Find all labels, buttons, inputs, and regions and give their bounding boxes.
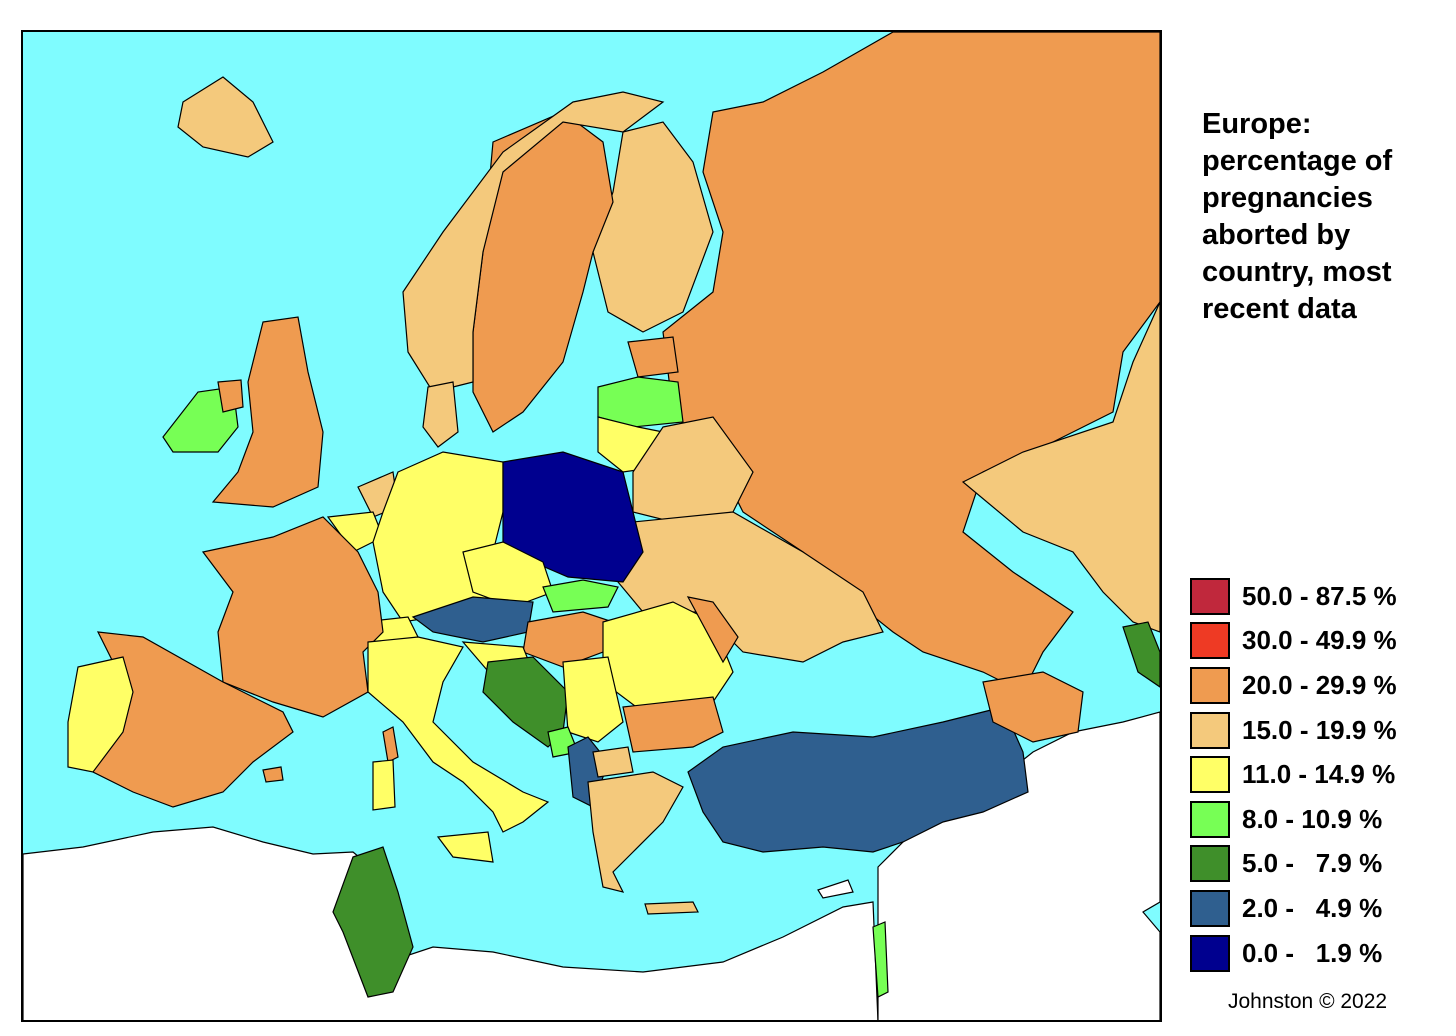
legend-swatch	[1190, 934, 1230, 972]
cyprus	[817, 879, 854, 899]
legend-swatch	[1190, 756, 1230, 794]
latvia	[597, 376, 684, 428]
legend-item: 8.0 - 10.9 %	[1190, 797, 1440, 842]
estonia	[627, 336, 679, 378]
georgia-armenia-azerbaijan	[982, 671, 1084, 743]
legend-item: 11.0 - 14.9 %	[1190, 752, 1440, 797]
tunisia	[332, 846, 414, 998]
legend-swatch	[1190, 711, 1230, 749]
legend-swatch	[1190, 845, 1230, 883]
israel	[872, 921, 889, 998]
north-macedonia	[592, 746, 634, 778]
legend-label: 5.0 - 7.9 %	[1242, 848, 1383, 879]
legend-swatch	[1190, 800, 1230, 838]
legend-item: 15.0 - 19.9 %	[1190, 708, 1440, 753]
title-line: Europe:	[1202, 108, 1312, 140]
legend-item: 50.0 - 87.5 %	[1190, 574, 1440, 619]
france	[201, 516, 384, 718]
credit: Johnston © 2022	[1228, 990, 1388, 1013]
legend-item: 2.0 - 4.9 %	[1190, 886, 1440, 931]
sweden	[472, 111, 614, 433]
legend-label: 15.0 - 19.9 %	[1242, 714, 1397, 745]
portugal	[67, 656, 134, 773]
title-line: percentage of	[1202, 145, 1393, 177]
legend-label: 50.0 - 87.5 %	[1242, 580, 1397, 611]
north-africa-land	[23, 826, 879, 1020]
map-svg	[23, 32, 1160, 1020]
title-line: aborted by	[1202, 219, 1351, 251]
italy	[367, 636, 550, 833]
legend-label: 11.0 - 14.9 %	[1242, 759, 1396, 790]
ukraine	[617, 511, 884, 663]
legend-label: 8.0 - 10.9 %	[1242, 803, 1383, 834]
europe-map	[21, 30, 1162, 1022]
greece	[587, 771, 684, 893]
legend-item: 5.0 - 7.9 %	[1190, 842, 1440, 887]
turkey	[687, 706, 1029, 853]
legend-item: 0.0 - 1.9 %	[1190, 931, 1440, 976]
map-title: Europe: percentage of pregnancies aborte…	[1202, 106, 1442, 328]
iceland	[177, 76, 274, 158]
moldova	[686, 596, 739, 664]
slovakia	[542, 579, 619, 613]
finland	[592, 121, 714, 333]
serbia	[562, 656, 624, 743]
sicily	[436, 831, 494, 863]
crete	[644, 901, 699, 915]
bulgaria	[622, 696, 724, 753]
legend-swatch	[1190, 889, 1230, 927]
title-line: country, most	[1202, 256, 1392, 288]
sardinia	[372, 759, 396, 811]
title-line: pregnancies	[1202, 182, 1373, 214]
corsica	[382, 726, 399, 763]
united-kingdom	[211, 316, 324, 508]
legend-item: 30.0 - 49.9 %	[1190, 619, 1440, 664]
legend-swatch	[1190, 577, 1230, 615]
legend-label: 20.0 - 29.9 %	[1242, 669, 1397, 700]
title-line: recent data	[1202, 293, 1357, 325]
legend-item: 20.0 - 29.9 %	[1190, 663, 1440, 708]
kazakhstan	[961, 301, 1160, 633]
legend-swatch	[1190, 622, 1230, 660]
balearic	[262, 766, 284, 783]
azerbaijan-caspian	[1122, 621, 1160, 688]
legend-label: 2.0 - 4.9 %	[1242, 892, 1383, 923]
denmark	[422, 381, 459, 448]
legend-label: 0.0 - 1.9 %	[1242, 937, 1383, 968]
legend: 50.0 - 87.5 % 30.0 - 49.9 % 20.0 - 29.9 …	[1190, 574, 1440, 975]
northern-ireland	[217, 379, 244, 413]
legend-label: 30.0 - 49.9 %	[1242, 625, 1397, 656]
legend-swatch	[1190, 666, 1230, 704]
ireland	[162, 386, 239, 453]
